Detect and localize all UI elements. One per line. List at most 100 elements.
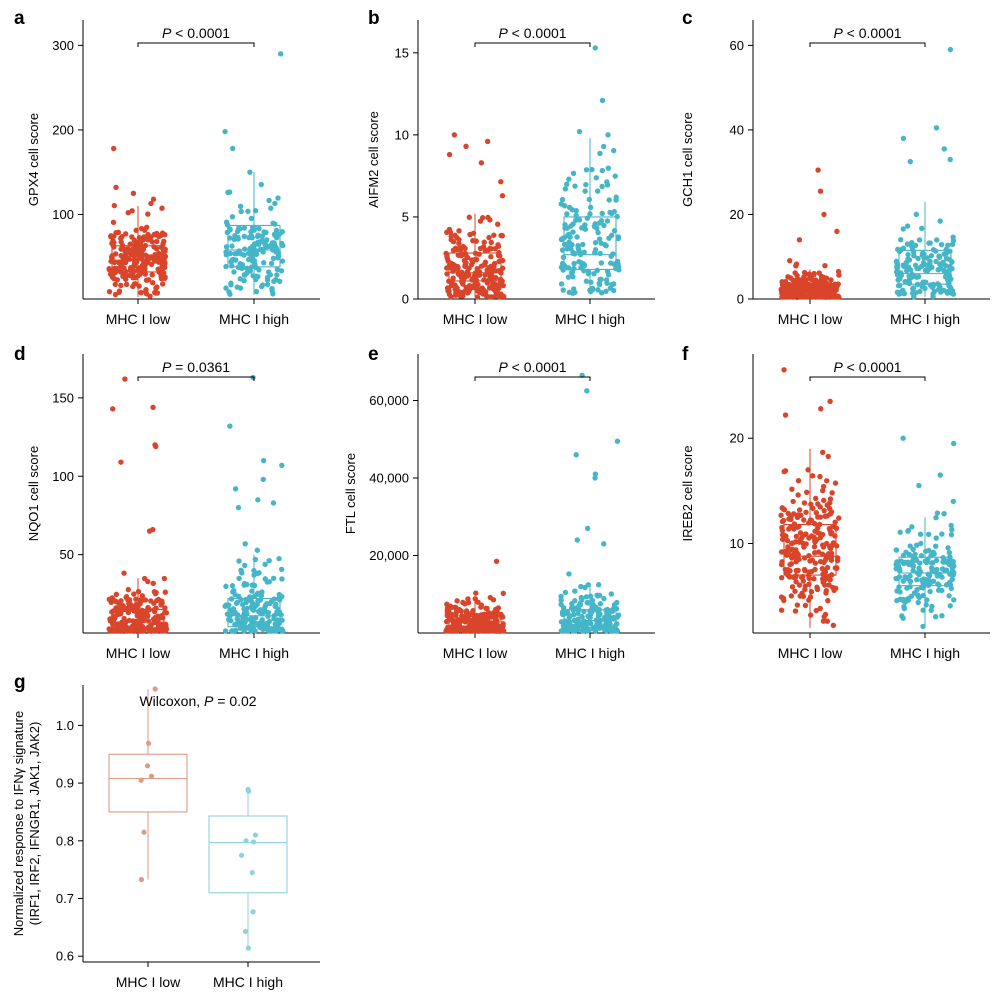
data-point <box>158 602 164 608</box>
data-point <box>591 270 597 277</box>
data-point <box>613 197 619 203</box>
data-point <box>801 555 808 561</box>
data-point <box>474 294 481 300</box>
data-point <box>488 276 495 282</box>
data-point <box>919 225 925 232</box>
data-point <box>249 582 256 588</box>
data-point <box>909 243 915 250</box>
data-point <box>120 604 127 611</box>
data-point <box>793 574 799 580</box>
data-point <box>153 285 159 291</box>
data-point <box>597 600 604 607</box>
data-point <box>264 281 271 288</box>
data-point <box>608 253 614 259</box>
data-point <box>259 282 266 288</box>
data-point <box>112 281 118 288</box>
data-point <box>578 623 584 629</box>
data-point <box>903 259 910 266</box>
data-point <box>594 267 600 274</box>
data-point <box>566 176 572 182</box>
data-point <box>238 852 245 858</box>
data-point <box>814 586 821 593</box>
data-point <box>244 265 250 271</box>
data-point <box>904 223 911 229</box>
data-point <box>450 267 457 274</box>
data-point <box>611 227 618 234</box>
data-point <box>278 268 285 274</box>
data-point <box>266 579 272 585</box>
data-point <box>785 544 791 550</box>
data-point <box>945 545 951 551</box>
data-point <box>604 218 611 224</box>
data-point <box>836 515 842 521</box>
data-point <box>236 248 242 254</box>
data-point <box>907 573 913 579</box>
data-point <box>148 773 155 779</box>
data-point <box>484 267 490 273</box>
data-point <box>931 551 937 557</box>
data-point <box>252 208 259 214</box>
data-point <box>234 284 240 290</box>
data-point <box>148 261 155 267</box>
data-point <box>559 260 566 267</box>
data-point <box>134 252 140 258</box>
data-point <box>596 236 603 242</box>
data-point <box>909 524 915 530</box>
data-point <box>930 293 936 300</box>
data-point <box>487 594 493 601</box>
data-point <box>826 543 833 550</box>
data-point <box>606 272 612 278</box>
data-point <box>801 269 808 276</box>
data-point <box>270 500 277 506</box>
data-point <box>117 611 124 617</box>
data-point <box>248 232 254 239</box>
data-point <box>579 596 585 603</box>
data-point <box>806 290 813 296</box>
data-point <box>160 615 166 621</box>
data-point <box>612 173 618 179</box>
data-point <box>131 257 137 263</box>
data-point <box>161 261 168 267</box>
data-point <box>798 512 804 518</box>
data-point <box>819 487 826 494</box>
data-point <box>830 622 837 629</box>
data-point <box>900 245 907 252</box>
data-point <box>795 492 801 498</box>
data-point <box>495 221 501 227</box>
data-point <box>920 592 926 599</box>
data-point <box>480 244 487 250</box>
data-point <box>255 497 261 503</box>
data-point <box>933 125 940 131</box>
data-point <box>930 578 937 584</box>
data-point <box>807 517 814 523</box>
data-point <box>143 286 149 293</box>
data-point <box>145 578 151 585</box>
data-point <box>481 625 487 632</box>
data-point <box>278 566 285 573</box>
data-point <box>444 271 450 277</box>
data-point <box>578 583 584 590</box>
data-point <box>929 264 935 271</box>
data-point <box>924 597 930 603</box>
data-point <box>228 596 235 602</box>
data-point <box>898 237 904 243</box>
data-point <box>603 288 609 295</box>
data-point <box>801 517 807 523</box>
data-point <box>110 406 116 412</box>
data-point <box>110 145 117 152</box>
data-point <box>936 254 943 260</box>
data-point <box>901 605 908 612</box>
data-point <box>614 438 621 444</box>
data-point <box>941 510 947 517</box>
data-point <box>106 288 113 295</box>
data-point <box>819 565 826 572</box>
data-point <box>802 602 809 609</box>
data-point <box>106 596 112 603</box>
data-point <box>907 543 913 549</box>
y-tick-label: 15 <box>395 45 409 60</box>
data-point <box>110 273 116 280</box>
y-axis-label: Normalized response to IFNγ signature <box>11 711 26 936</box>
data-point <box>583 181 589 188</box>
data-point <box>925 556 931 562</box>
